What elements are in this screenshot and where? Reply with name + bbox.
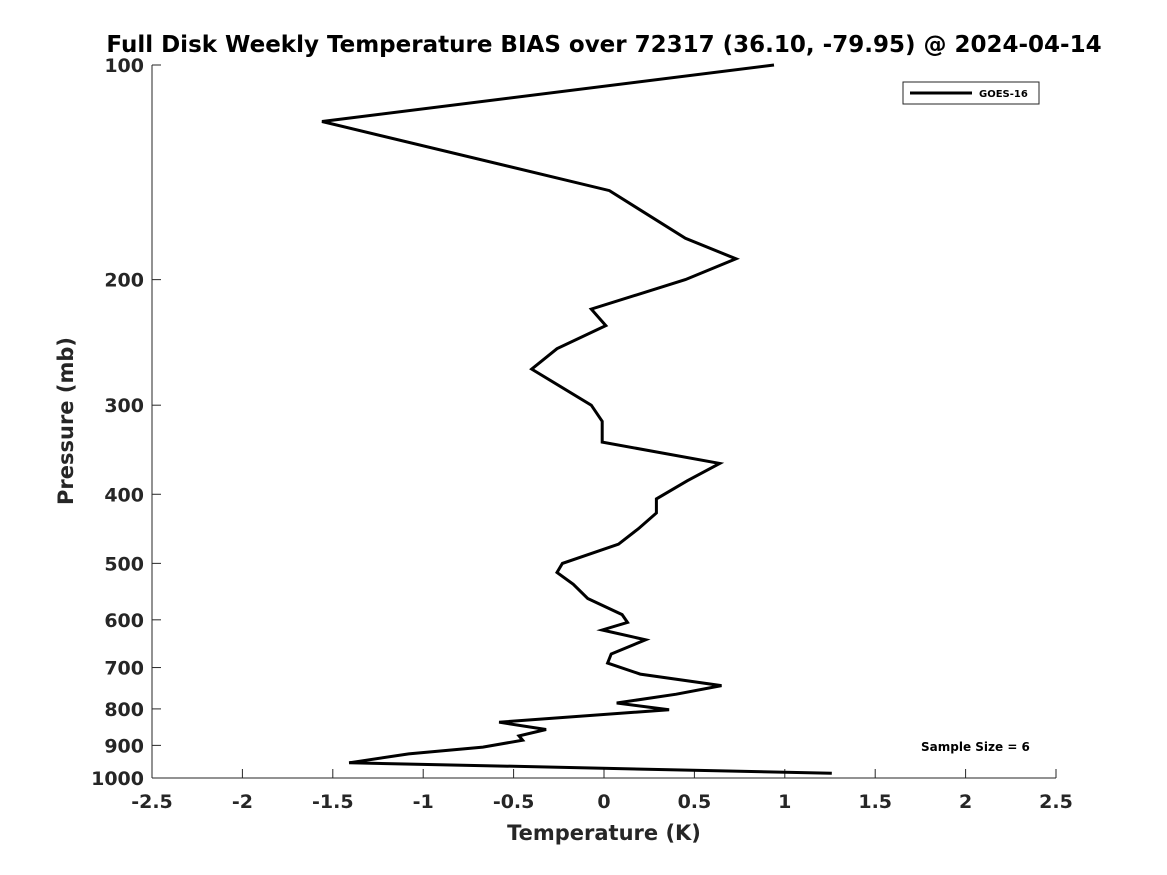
x-tick-label: -0.5: [493, 791, 535, 813]
x-axis-label: Temperature (K): [507, 821, 701, 845]
y-tick-label: 800: [104, 699, 144, 721]
y-tick-label: 700: [104, 658, 144, 680]
x-ticks: -2.5 -2 -1.5 -1 -0.5 0 0.5 1 1.5 2 2.5: [131, 769, 1073, 813]
x-tick-label: 2.5: [1039, 791, 1073, 813]
y-axis-label: Pressure (mb): [54, 337, 78, 505]
x-tick-label: -1.5: [312, 791, 354, 813]
x-tick-label: -2: [232, 791, 253, 813]
x-tick-label: 0: [597, 791, 610, 813]
sample-size-annotation: Sample Size = 6: [921, 740, 1030, 754]
x-tick-label: 1: [778, 791, 791, 813]
y-tick-label: 200: [104, 270, 144, 292]
x-tick-label: 0.5: [678, 791, 712, 813]
series-layer: [321, 63, 832, 775]
y-tick-label: 900: [104, 735, 144, 757]
x-tick-label: -2.5: [131, 791, 173, 813]
chart-title: Full Disk Weekly Temperature BIAS over 7…: [106, 32, 1101, 58]
y-tick-label: 500: [104, 553, 144, 575]
y-tick-label: 1000: [91, 768, 144, 790]
y-tick-label: 300: [104, 395, 144, 417]
y-tick-label: 100: [104, 55, 144, 77]
legend: GOES-16: [902, 81, 1040, 105]
y-tick-label: 400: [104, 484, 144, 506]
x-tick-label: 2: [959, 791, 972, 813]
series-line-goes16: [321, 63, 832, 775]
y-ticks: 100 200 300 400 500 600 700 800 900 1000: [91, 55, 161, 790]
plot-area: [151, 65, 1056, 779]
x-tick-label: 1.5: [858, 791, 892, 813]
x-tick-label: -1: [413, 791, 434, 813]
legend-label-goes16: GOES-16: [979, 89, 1028, 100]
y-tick-label: 600: [104, 610, 144, 632]
